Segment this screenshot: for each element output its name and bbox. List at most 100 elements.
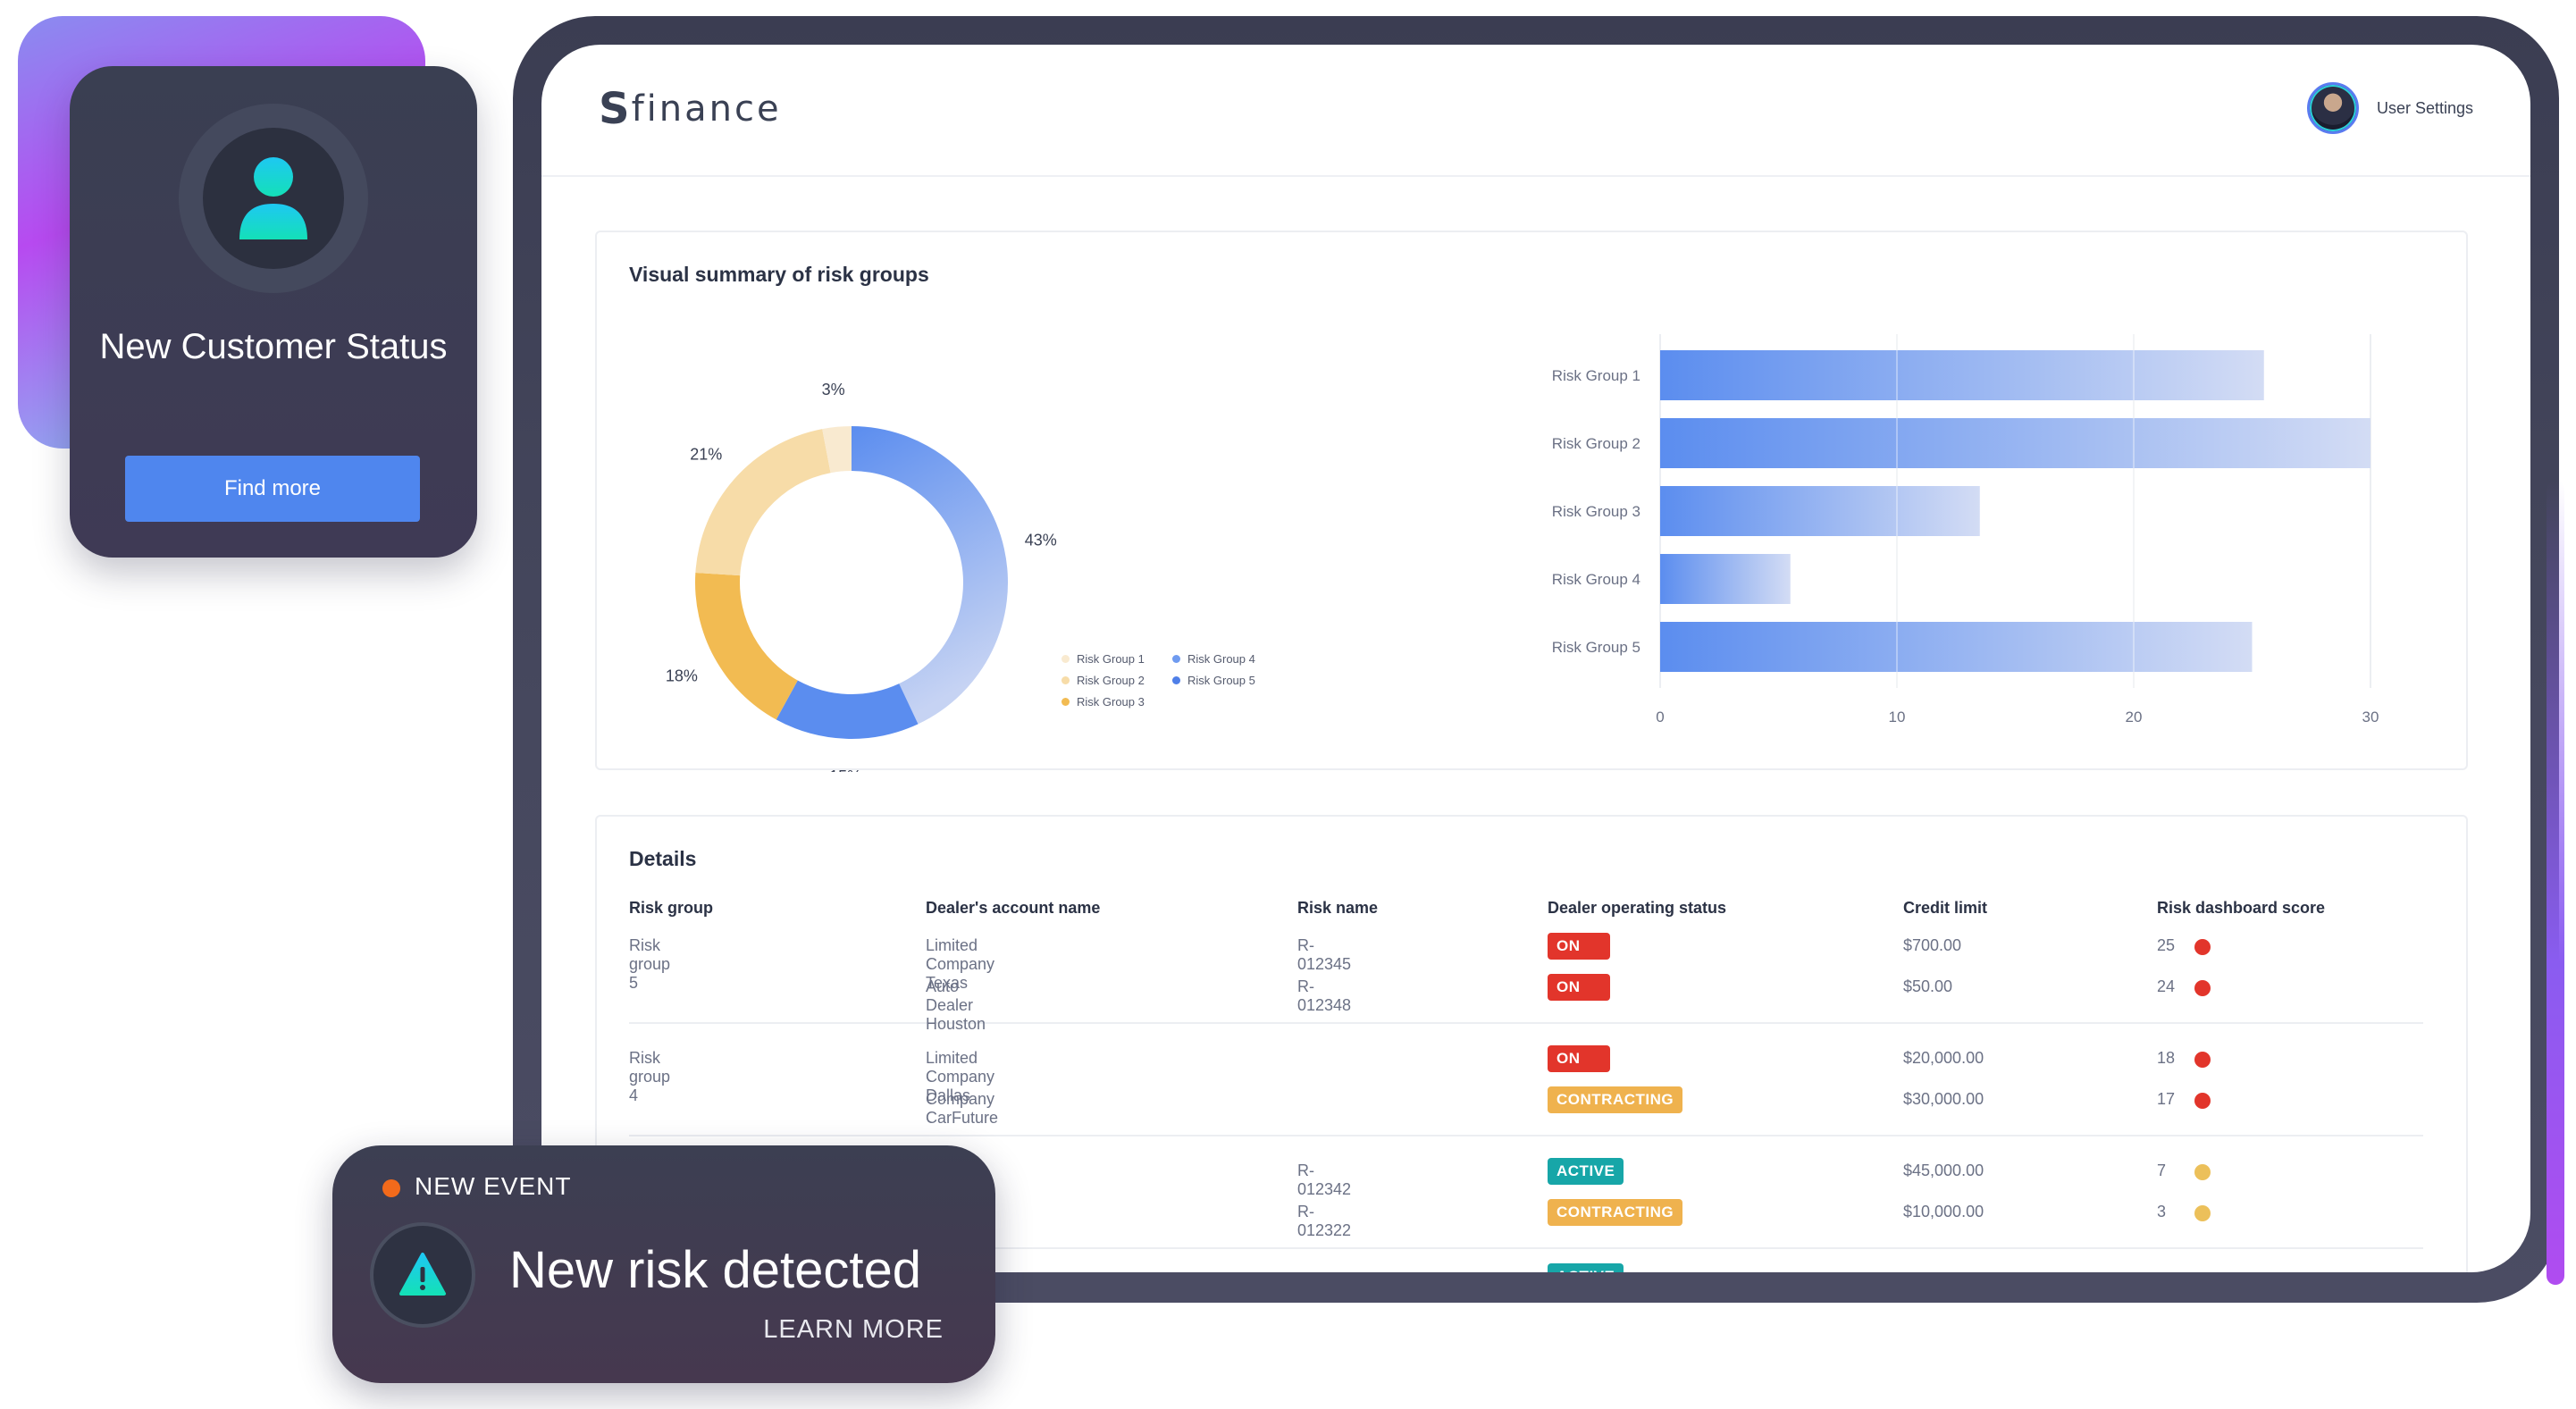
status-badge: CONTRACTING	[1548, 1086, 1683, 1113]
risk-name-cell: R-012345	[1297, 936, 1352, 973]
legend-item-3[interactable]: Risk Group 3	[1061, 695, 1145, 709]
avatar[interactable]	[2306, 82, 2359, 134]
column-header[interactable]: Risk group	[629, 899, 714, 917]
find-more-button[interactable]: Find more	[125, 456, 420, 522]
score-indicator-dot	[2194, 1205, 2211, 1221]
legend-item-5[interactable]: Risk Group 5	[1172, 674, 1255, 687]
event-status-dot	[382, 1179, 400, 1197]
donut-slice-1[interactable]	[822, 426, 852, 474]
risk-group-cell: Risk group 4	[629, 1049, 671, 1104]
risk-name-cell: R-012342	[1297, 1162, 1352, 1198]
user-settings-label[interactable]: User Settings	[2376, 98, 2473, 117]
x-tick-label: 10	[1889, 709, 1906, 725]
donut-slice-5[interactable]	[852, 426, 1008, 725]
legend-label: Risk Group 1	[1077, 652, 1145, 666]
event-label: NEW EVENT	[415, 1172, 572, 1200]
learn-more-link[interactable]: LEARN MORE	[763, 1315, 944, 1344]
top-bar: S finance User Settings	[541, 45, 2530, 177]
column-header[interactable]: Risk name	[1297, 899, 1379, 917]
legend-dot	[1061, 655, 1070, 663]
legend-dot	[1061, 676, 1070, 684]
bar-3[interactable]	[1660, 486, 1980, 536]
customer-card-title: New Customer Status	[99, 327, 448, 366]
score-value: 24	[2157, 977, 2176, 995]
bar-2[interactable]	[1660, 418, 2370, 468]
logo-text: finance	[631, 88, 782, 130]
status-badge: ON HOLD	[1548, 933, 1611, 981]
legend-dot	[1172, 655, 1180, 663]
status-badge: ACTIVE	[1548, 1263, 1624, 1272]
column-header[interactable]: Dealer's account name	[926, 899, 1101, 917]
score-value: 7	[2157, 1162, 2167, 1179]
app-screen: S finance User Settings Visual summary o…	[541, 45, 2530, 1272]
credit-limit-cell: $50.00	[1903, 977, 1953, 995]
legend-item-4[interactable]: Risk Group 4	[1172, 652, 1255, 666]
status-badge: ON HOLD	[1548, 1045, 1611, 1094]
bar-category-label: Risk Group 5	[1552, 639, 1640, 656]
bar-category-label: Risk Group 3	[1552, 503, 1640, 520]
bar-4[interactable]	[1660, 554, 1791, 604]
user-settings[interactable]: User Settings	[2306, 82, 2473, 134]
legend-label: Risk Group 4	[1187, 652, 1255, 666]
score-indicator-dot	[2194, 1052, 2211, 1068]
score-indicator-dot	[2194, 1164, 2211, 1180]
horizontal-bar-chart: Risk Group 1 Risk Group 2 Risk Group 3 Risk…	[1552, 334, 2379, 725]
column-header[interactable]: Risk dashboard score	[2157, 899, 2326, 917]
x-tick-label: 0	[1656, 709, 1664, 725]
new-customer-card: New Customer Status Find more	[70, 66, 477, 558]
score-value: 17	[2157, 1090, 2176, 1108]
bar-category-label: Risk Group 2	[1552, 435, 1640, 452]
bar-5[interactable]	[1660, 622, 2253, 672]
legend-dot	[1061, 698, 1070, 706]
status-badge: CONTRACTING	[1548, 1199, 1683, 1226]
credit-limit-cell: $20,000.00	[1903, 1049, 1984, 1067]
donut-value-label-2: 21%	[690, 445, 722, 463]
icon-circle	[203, 128, 344, 269]
credit-limit-cell: $30,000.00	[1903, 1090, 1984, 1108]
score-value: 3	[2157, 1203, 2167, 1220]
bar-1[interactable]	[1660, 350, 2264, 400]
warning-icon	[399, 1253, 446, 1296]
donut-slice-2[interactable]	[695, 429, 831, 576]
x-tick-label: 30	[2362, 709, 2379, 725]
donut-chart: 43% 15% 18% 21% 3%	[666, 381, 1057, 772]
donut-value-label-3: 18%	[666, 667, 698, 685]
panel-title: Visual summary of risk groups	[629, 263, 929, 286]
brand-logo[interactable]: S finance	[599, 88, 782, 130]
score-indicator-dot	[2194, 939, 2211, 955]
legend-item-1[interactable]: Risk Group 1	[1061, 652, 1145, 666]
column-header[interactable]: Credit limit	[1903, 899, 1988, 917]
new-event-card: NEW EVENT New risk detected LEARN MORE	[332, 1145, 995, 1383]
donut-slice-4[interactable]	[776, 680, 919, 739]
legend-label: Risk Group 3	[1077, 695, 1145, 709]
credit-limit-cell: $700.00	[1903, 936, 1962, 954]
x-tick-label: 20	[2126, 709, 2143, 725]
credit-limit-cell: $45,000.00	[1903, 1162, 1984, 1179]
risk-name-cell: R-012322	[1297, 1203, 1352, 1239]
row-divider	[629, 1135, 2423, 1136]
event-title: New risk detected	[509, 1241, 921, 1299]
account-name-cell: Company CarFuture	[926, 1090, 999, 1127]
status-badge: ON HOLD	[1548, 974, 1611, 1022]
user-icon	[239, 157, 307, 239]
credit-limit-cell: $10,000.00	[1903, 1203, 1984, 1220]
logo-mark: S	[599, 84, 630, 134]
score-value: 25	[2157, 936, 2176, 954]
score-indicator-dot	[2194, 980, 2211, 996]
legend-item-2[interactable]: Risk Group 2	[1061, 674, 1145, 687]
row-divider	[629, 1247, 2423, 1249]
legend-label: Risk Group 5	[1187, 674, 1255, 687]
legend-label: Risk Group 2	[1077, 674, 1145, 687]
risk-name-cell: R-012348	[1297, 977, 1352, 1014]
account-name-cell: Limited Company Dallas	[926, 1049, 995, 1104]
score-indicator-dot	[2194, 1093, 2211, 1109]
legend-dot	[1172, 676, 1180, 684]
column-header[interactable]: Dealer operating status	[1548, 899, 1727, 917]
donut-value-label-4: 15%	[829, 767, 861, 772]
donut-value-label-1: 3%	[822, 381, 845, 398]
details-title: Details	[629, 847, 697, 870]
score-value: 18	[2157, 1049, 2176, 1067]
bar-category-label: Risk Group 1	[1552, 367, 1640, 384]
event-icon-ring	[370, 1222, 475, 1328]
donut-slice-3[interactable]	[695, 573, 798, 720]
